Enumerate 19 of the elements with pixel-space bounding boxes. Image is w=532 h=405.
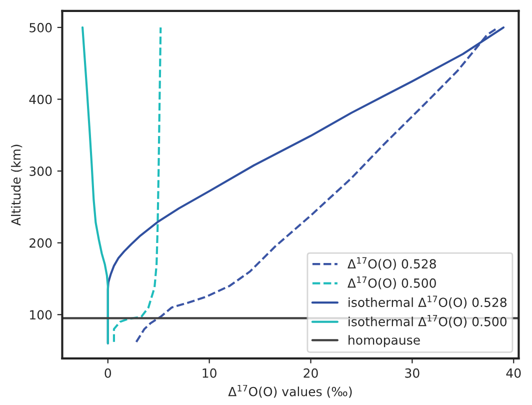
- x-tick-label: 30: [405, 368, 420, 378]
- line-series: [81, 26, 109, 344]
- x-tick-label: 40: [506, 368, 521, 378]
- y-tick-label: 200: [30, 238, 52, 248]
- x-axis-title: Δ$^{17}$O(O) values (‰): [228, 384, 352, 398]
- x-tick-label: 10: [202, 368, 216, 378]
- y-tick-label: 500: [30, 22, 52, 32]
- legend-label: isothermal Δ$^{17}$O(O) 0.528: [348, 296, 506, 309]
- legend-label: isothermal Δ$^{17}$O(O) 0.500: [348, 314, 507, 328]
- legend-label: Δ$^{17}$O(O) 0.500: [348, 276, 436, 290]
- legend-label: Δ$^{17}$O(O) 0.528: [348, 257, 436, 270]
- y-tick-label: 100: [30, 310, 52, 320]
- line-series: [112, 26, 162, 343]
- y-axis-title: Altitude (km): [11, 144, 22, 226]
- x-tick-label: 20: [304, 368, 318, 378]
- legend-label: homopause: [348, 335, 420, 348]
- y-tick-label: 300: [30, 166, 52, 176]
- y-tick-label: 400: [29, 94, 52, 104]
- x-tick-label: 0: [104, 368, 112, 378]
